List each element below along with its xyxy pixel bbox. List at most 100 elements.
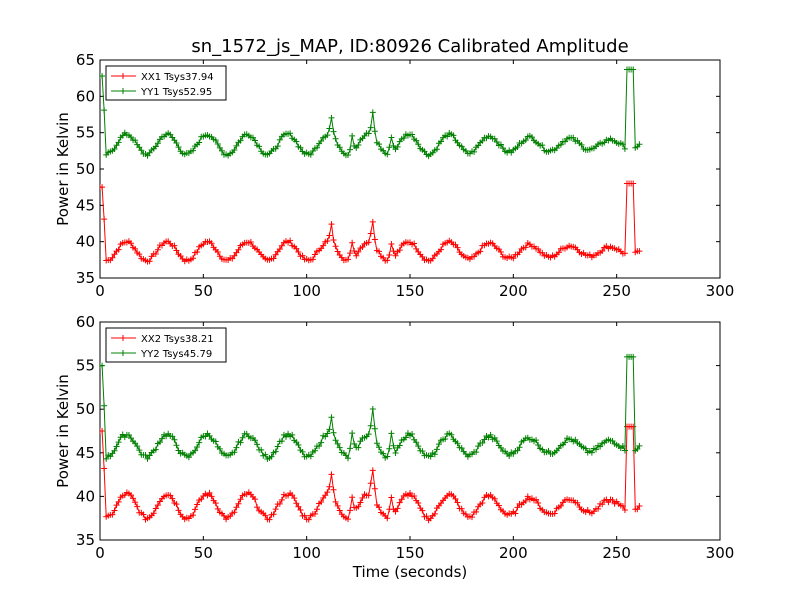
data-point — [128, 435, 134, 442]
data-point — [169, 495, 176, 502]
data-point — [252, 437, 258, 444]
data-point — [533, 496, 540, 503]
data-point — [630, 180, 637, 187]
data-point — [371, 128, 378, 135]
data-point — [256, 143, 263, 150]
data-point — [206, 489, 213, 496]
data-point — [413, 439, 420, 446]
data-point — [101, 107, 108, 114]
data-point — [154, 246, 161, 253]
data-point — [318, 137, 325, 144]
top-y-axis-label: Power in Kelvin — [54, 112, 72, 226]
data-point — [258, 446, 265, 453]
data-point — [231, 146, 238, 153]
x-tick-label: 300 — [706, 282, 735, 300]
data-point — [390, 248, 397, 255]
data-point — [235, 246, 242, 253]
data-point — [506, 453, 513, 460]
data-point — [113, 443, 120, 450]
data-point — [107, 453, 114, 460]
x-tick-label: 100 — [292, 282, 321, 300]
data-point — [100, 362, 106, 369]
data-point — [154, 140, 161, 147]
data-point — [510, 255, 517, 262]
data-point — [287, 237, 294, 244]
data-point — [347, 250, 354, 257]
data-point — [435, 441, 442, 448]
data-point — [214, 249, 221, 256]
data-point — [109, 511, 116, 518]
data-point — [101, 465, 108, 472]
data-point — [365, 492, 372, 499]
data-point — [278, 242, 285, 249]
data-point — [318, 439, 325, 446]
data-point — [134, 503, 141, 510]
data-point — [192, 447, 199, 454]
data-point — [115, 439, 122, 446]
data-point — [369, 218, 376, 225]
data-point — [557, 141, 564, 148]
data-point — [376, 248, 382, 255]
data-point — [309, 256, 316, 263]
data-point — [190, 147, 196, 154]
data-point — [345, 152, 351, 159]
data-point — [100, 428, 106, 434]
data-point — [293, 500, 300, 507]
data-point — [396, 499, 403, 506]
data-point — [516, 249, 523, 256]
data-point — [311, 251, 318, 258]
data-point — [371, 425, 378, 432]
data-point — [595, 505, 602, 512]
data-point — [495, 502, 502, 509]
data-point — [493, 139, 500, 146]
data-point — [487, 431, 494, 438]
data-point — [475, 443, 482, 450]
data-point — [574, 499, 581, 506]
data-point — [433, 146, 440, 153]
data-point — [396, 247, 403, 254]
data-point — [268, 453, 275, 460]
data-point — [539, 142, 546, 149]
data-point — [324, 132, 331, 139]
data-point — [431, 451, 438, 458]
data-point — [384, 151, 391, 158]
data-point — [512, 510, 519, 517]
data-point — [177, 252, 184, 259]
data-point — [415, 499, 422, 506]
data-point — [597, 443, 604, 450]
top-panel: Power in Kelvin 0 50 100 150 200 250 300 35 40 45… — [54, 51, 734, 300]
data-point — [311, 447, 318, 454]
legend-label: XX2 Tsys38.21 — [141, 334, 214, 345]
data-point — [634, 446, 641, 453]
data-point — [497, 444, 504, 451]
data-point — [134, 443, 141, 450]
data-point — [314, 144, 320, 151]
y-tick-label: 45 — [76, 444, 95, 462]
data-point — [365, 130, 372, 137]
data-point — [473, 508, 480, 515]
data-point — [291, 495, 298, 502]
x-tick-label: 150 — [396, 282, 425, 300]
data-point — [214, 505, 221, 512]
data-point — [431, 510, 438, 517]
data-point — [194, 501, 201, 508]
data-point — [386, 144, 393, 151]
data-point — [491, 495, 498, 502]
bottom-panel: Power in Kelvin 0 50 100 150 200 250 300 35 40 45… — [54, 313, 734, 562]
data-point — [101, 216, 108, 223]
data-point — [109, 254, 116, 261]
data-point — [101, 402, 108, 409]
data-point — [305, 516, 312, 523]
data-point — [266, 516, 273, 523]
data-point — [274, 143, 281, 150]
data-point — [154, 502, 161, 509]
data-point — [326, 426, 333, 433]
data-point — [365, 431, 372, 438]
data-point — [409, 431, 416, 438]
y-tick-label: 60 — [76, 313, 95, 331]
data-point — [140, 511, 147, 518]
data-point — [316, 443, 323, 450]
data-point — [330, 128, 337, 135]
data-point — [326, 483, 333, 490]
data-point — [570, 134, 577, 141]
